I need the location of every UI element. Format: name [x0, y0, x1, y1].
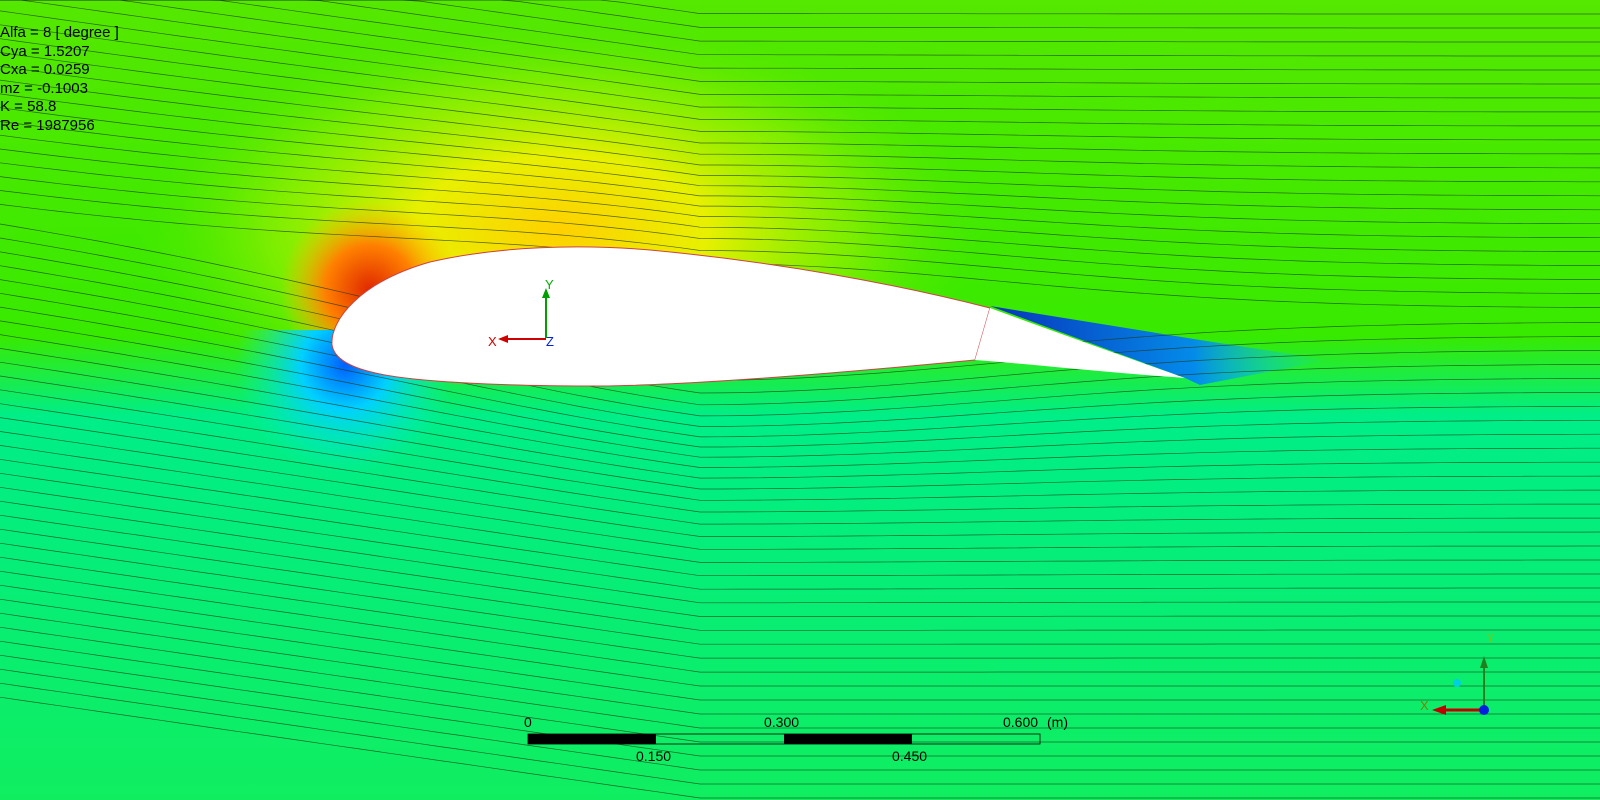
streamline	[0, 10, 1600, 113]
streamline	[0, 292, 1600, 427]
streamline	[0, 403, 1600, 513]
global-x-label: X	[1420, 698, 1429, 713]
streamline	[0, 458, 1600, 563]
streamline	[0, 486, 1600, 590]
streamline	[0, 0, 1600, 15]
global-axis-triad[interactable]: Y X	[1420, 630, 1495, 715]
axis-z-label: Z	[546, 334, 554, 349]
streamline	[0, 320, 1600, 448]
scale-bar: 0 0.300 0.600 (m) 0.150 0.450	[524, 714, 1068, 764]
streamline	[0, 190, 1600, 294]
streamline	[0, 0, 1600, 29]
streamline	[0, 65, 1600, 169]
streamline	[0, 431, 1600, 537]
local-axis-triad: Y X Z	[488, 277, 554, 349]
streamline	[0, 668, 1600, 771]
global-y-label: Y	[1486, 630, 1495, 645]
airfoil-main-element	[331, 246, 991, 387]
streamline	[0, 0, 1600, 57]
scale-label-300: 0.300	[764, 714, 799, 730]
streamline	[0, 417, 1600, 525]
streamline	[0, 38, 1600, 141]
streamline	[0, 79, 1600, 183]
streamline	[0, 334, 1600, 458]
streamline	[0, 134, 1600, 239]
streamline	[0, 251, 1600, 394]
streamline	[0, 107, 1600, 211]
streamline	[0, 93, 1600, 197]
streamline	[0, 514, 1600, 617]
streamline	[0, 682, 1600, 785]
streamline	[0, 148, 1600, 252]
streamline	[0, 306, 1600, 438]
streamline	[0, 121, 1600, 225]
streamline	[0, 445, 1600, 550]
scale-label-150: 0.150	[636, 748, 671, 764]
scale-label-600: 0.600	[1003, 714, 1038, 730]
streamline	[0, 500, 1600, 604]
streamline	[0, 348, 1600, 468]
scale-label-450: 0.450	[892, 748, 927, 764]
moment-coefficient: mz = -0.1003	[0, 79, 88, 97]
streamline	[0, 0, 1600, 85]
axis-x-label: X	[488, 334, 497, 349]
axis-y-label: Y	[545, 277, 554, 292]
scale-label-0: 0	[524, 714, 532, 730]
lift-to-drag-ratio: K = 58.8	[0, 98, 57, 115]
streamline	[0, 570, 1600, 673]
streamline	[0, 584, 1600, 687]
streamline	[0, 556, 1600, 659]
streamline	[0, 612, 1600, 715]
streamline	[0, 52, 1600, 155]
streamline	[0, 472, 1600, 577]
streamline	[0, 528, 1600, 631]
streamline	[0, 204, 1600, 308]
streamline	[0, 0, 1600, 43]
streamline	[0, 176, 1600, 280]
streamline	[0, 162, 1600, 266]
streamline	[0, 598, 1600, 701]
streamline	[0, 389, 1600, 501]
angle-of-attack: Alfa = 8 [ degree ]	[0, 24, 119, 41]
results-annotation: Alfa = 8 [ degree ] Cya = 1.5207 Cxa = 0…	[0, 24, 119, 135]
streamline	[0, 542, 1600, 645]
streamline	[0, 0, 1600, 99]
streamline	[0, 626, 1600, 729]
streamline	[0, 654, 1600, 757]
streamline	[0, 0, 1600, 71]
reynolds-number: Re = 1987956	[0, 116, 95, 134]
streamline	[0, 24, 1600, 127]
airfoil-flap	[975, 308, 1185, 378]
lift-coefficient: Cya = 1.5207	[0, 42, 90, 60]
streamline	[0, 279, 1600, 417]
streamline	[0, 375, 1600, 490]
flap-gap-wake	[990, 306, 1330, 385]
streamline	[0, 265, 1600, 406]
streamline	[0, 696, 1600, 799]
drag-coefficient: Cxa = 0.0259	[0, 61, 90, 78]
streamline	[0, 237, 1600, 381]
scale-unit: (m)	[1047, 714, 1068, 730]
streamline	[0, 361, 1600, 479]
